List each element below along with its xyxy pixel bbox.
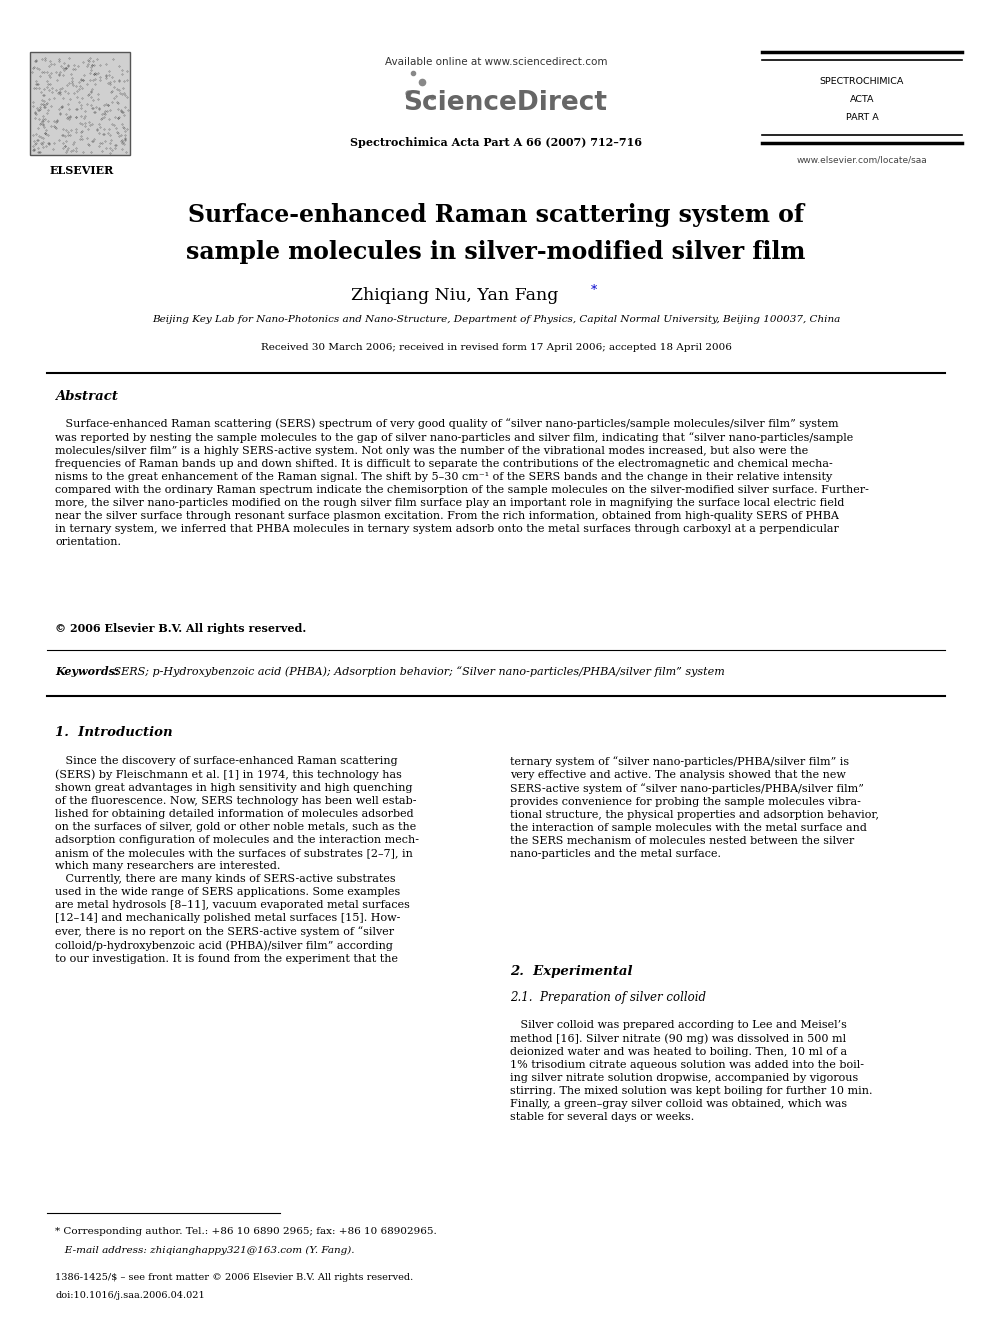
Text: Abstract: Abstract bbox=[55, 389, 118, 402]
Text: 1386-1425/$ – see front matter © 2006 Elsevier B.V. All rights reserved.: 1386-1425/$ – see front matter © 2006 El… bbox=[55, 1274, 414, 1282]
Text: sample molecules in silver-modified silver film: sample molecules in silver-modified silv… bbox=[186, 239, 806, 265]
Text: Zhiqiang Niu, Yan Fang: Zhiqiang Niu, Yan Fang bbox=[351, 287, 558, 303]
Text: ELSEVIER: ELSEVIER bbox=[50, 164, 114, 176]
Text: Keywords:: Keywords: bbox=[55, 667, 123, 677]
Text: 1.  Introduction: 1. Introduction bbox=[55, 725, 173, 738]
Text: Surface-enhanced Raman scattering system of: Surface-enhanced Raman scattering system… bbox=[188, 202, 804, 228]
Text: Spectrochimica Acta Part A 66 (2007) 712–716: Spectrochimica Acta Part A 66 (2007) 712… bbox=[350, 136, 642, 147]
Text: doi:10.1016/j.saa.2006.04.021: doi:10.1016/j.saa.2006.04.021 bbox=[55, 1291, 204, 1301]
Text: 2.  Experimental: 2. Experimental bbox=[510, 966, 633, 979]
Text: SERS; p-Hydroxybenzoic acid (PHBA); Adsorption behavior; “Silver nano-particles/: SERS; p-Hydroxybenzoic acid (PHBA); Adso… bbox=[110, 667, 725, 677]
Text: * Corresponding author. Tel.: +86 10 6890 2965; fax: +86 10 68902965.: * Corresponding author. Tel.: +86 10 689… bbox=[55, 1228, 436, 1237]
Text: 2.1.  Preparation of silver colloid: 2.1. Preparation of silver colloid bbox=[510, 991, 706, 1004]
Text: Available online at www.sciencedirect.com: Available online at www.sciencedirect.co… bbox=[385, 57, 607, 67]
Text: Since the discovery of surface-enhanced Raman scattering
(SERS) by Fleischmann e: Since the discovery of surface-enhanced … bbox=[55, 755, 419, 964]
Text: ScienceDirect: ScienceDirect bbox=[403, 90, 607, 116]
Text: © 2006 Elsevier B.V. All rights reserved.: © 2006 Elsevier B.V. All rights reserved… bbox=[55, 623, 307, 634]
Text: Beijing Key Lab for Nano-Photonics and Nano-Structure, Department of Physics, Ca: Beijing Key Lab for Nano-Photonics and N… bbox=[152, 315, 840, 324]
Text: ternary system of “silver nano-particles/PHBA/silver film” is
very effective and: ternary system of “silver nano-particles… bbox=[510, 755, 879, 859]
Text: www.elsevier.com/locate/saa: www.elsevier.com/locate/saa bbox=[797, 156, 928, 164]
Text: Silver colloid was prepared according to Lee and Meisel’s
method [16]. Silver ni: Silver colloid was prepared according to… bbox=[510, 1020, 873, 1122]
Text: E-mail address: zhiqianghappy321@163.com (Y. Fang).: E-mail address: zhiqianghappy321@163.com… bbox=[55, 1245, 354, 1254]
Bar bbox=[30, 52, 130, 155]
Text: Surface-enhanced Raman scattering (SERS) spectrum of very good quality of “silve: Surface-enhanced Raman scattering (SERS)… bbox=[55, 418, 869, 548]
Text: PART A: PART A bbox=[845, 114, 878, 123]
Text: SPECTROCHIMICA: SPECTROCHIMICA bbox=[819, 78, 904, 86]
Text: ACTA: ACTA bbox=[850, 95, 874, 105]
Text: *: * bbox=[591, 283, 597, 296]
Text: Received 30 March 2006; received in revised form 17 April 2006; accepted 18 Apri: Received 30 March 2006; received in revi… bbox=[261, 344, 731, 352]
